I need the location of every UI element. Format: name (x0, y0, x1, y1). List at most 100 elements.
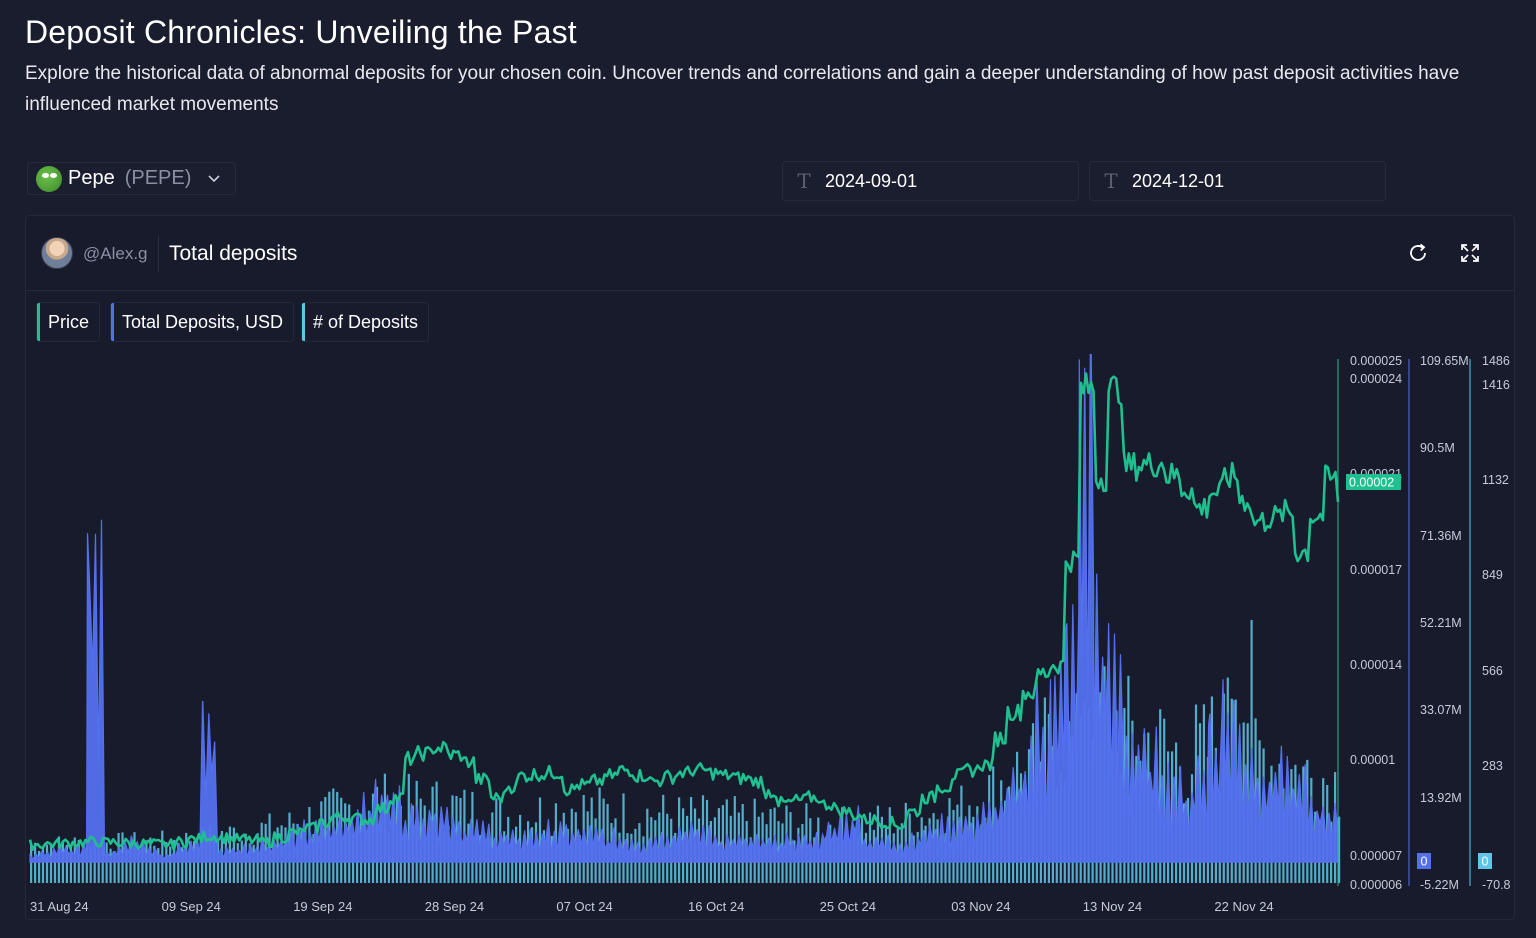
deposit-count-bar (252, 844, 255, 883)
deposit-count-bar (181, 847, 184, 883)
deposits-chart[interactable]: 0.0000250.0000240.0000210.0000170.000014… (26, 354, 1514, 921)
legend-price-swatch (37, 303, 40, 341)
deposit-count-bar (153, 845, 156, 883)
deposit-count-bar (49, 843, 53, 883)
count-axis-tick-label: -70.8 (1482, 878, 1511, 892)
usd-zero-badge (1417, 853, 1431, 869)
price-series-line (28, 372, 1340, 851)
usd-axis-tick-label: 0 (1421, 855, 1428, 869)
deposit-count-bar (646, 808, 649, 883)
deposit-count-bar (45, 844, 49, 883)
x-axis-tick-label: 03 Nov 24 (951, 899, 1010, 914)
count-axis-tick-label: 283 (1482, 759, 1503, 773)
deposit-count-bar (89, 847, 92, 883)
deposit-count-bar (169, 846, 172, 883)
count-axis-tick-label: 1486 (1482, 354, 1510, 368)
deposit-count-bar (177, 843, 180, 883)
usd-axis-tick-label: 52.21M (1420, 616, 1462, 630)
header-divider (158, 236, 159, 272)
deposit-count-bar (717, 808, 720, 883)
chart-panel: @Alex.g Total deposits Price Total Depos… (25, 215, 1515, 920)
chevron-down-icon (205, 170, 223, 188)
deposit-count-bar (538, 797, 542, 883)
page-description: Explore the historical data of abnormal … (25, 63, 1460, 115)
deposit-count-bar (622, 793, 625, 883)
deposit-count-bar (204, 842, 208, 883)
price-axis-tick-label: 0.00001 (1350, 753, 1395, 767)
deposit-count-bar (34, 842, 37, 883)
chart-panel-header: @Alex.g Total deposits (26, 216, 1514, 291)
usd-axis-tick-label: 90.5M (1420, 441, 1455, 455)
chart-title: Total deposits (169, 242, 298, 265)
deposit-count-bar (141, 843, 144, 883)
current-price-label: 0.00002 (1349, 476, 1394, 490)
refresh-icon[interactable] (1403, 238, 1433, 268)
legend-deposit-count-toggle[interactable]: # of Deposits (301, 302, 430, 342)
count-axis-tick-label: 849 (1482, 568, 1503, 582)
author-handle[interactable]: @Alex.g (83, 244, 148, 263)
usd-axis-tick-label: 109.65M (1420, 354, 1469, 368)
coin-ticker: (PEPE) (124, 167, 192, 189)
fullscreen-icon[interactable] (1455, 238, 1485, 268)
legend-total-deposits-label: Total Deposits, USD (122, 311, 284, 332)
deposit-count-bar (113, 851, 116, 883)
pepe-frog-logo (36, 165, 62, 192)
deposit-count-bar (1163, 718, 1166, 883)
deposit-count-bar (733, 796, 736, 883)
end-date-input[interactable]: T 2024-12-01 (1089, 161, 1386, 201)
start-date-value: 2024-09-01 (825, 170, 918, 191)
usd-axis-tick-label: -5.22M (1420, 878, 1459, 892)
deposit-count-bar (125, 849, 128, 883)
legend-deposit-count-swatch (302, 303, 305, 341)
deposit-count-bar (491, 812, 494, 883)
deposit-count-bar (1338, 816, 1341, 883)
count-axis-tick-label: 1132 (1482, 473, 1509, 487)
count-zero-badge (1478, 853, 1492, 869)
deposit-count-bar (81, 851, 84, 883)
count-axis-tick-label: 0 (1482, 855, 1489, 869)
deposit-count-bar (598, 787, 601, 883)
legend-deposit-count-label: # of Deposits (313, 311, 419, 332)
current-price-badge (1346, 474, 1401, 490)
price-axis-tick-label: 0.000006 (1350, 878, 1402, 892)
x-axis-tick-label: 22 Nov 24 (1214, 899, 1273, 914)
x-axis-tick-label: 28 Sep 24 (425, 899, 484, 914)
deposit-count-bar (837, 842, 840, 883)
coin-selector[interactable]: Pepe (PEPE) (27, 162, 237, 195)
deposit-count-bar (741, 804, 744, 883)
total-deposits-usd-series (29, 354, 1339, 863)
usd-axis-tick-label: 71.36M (1420, 529, 1462, 543)
avatar[interactable] (41, 237, 73, 269)
legend-price-toggle[interactable]: Price (36, 302, 101, 342)
deposit-count-bar (753, 798, 756, 883)
count-axis-tick-label: 1416 (1482, 378, 1510, 392)
text-T-icon: T (1104, 169, 1118, 193)
deposit-count-bar (65, 844, 68, 883)
legend-total-deposits-swatch (111, 303, 114, 341)
deposit-count-bar (30, 844, 33, 883)
coin-name: Pepe (68, 167, 115, 189)
price-axis-tick-label: 0.000025 (1350, 354, 1402, 368)
legend-total-deposits-toggle[interactable]: Total Deposits, USD (110, 302, 295, 342)
deposit-count-bar (721, 805, 724, 883)
deposit-count-bar (85, 842, 88, 883)
deposit-count-bar (105, 842, 108, 883)
deposit-count-bar (157, 848, 160, 883)
x-axis-tick-label: 16 Oct 24 (688, 899, 744, 914)
x-axis-tick-label: 25 Oct 24 (820, 899, 876, 914)
text-T-icon: T (797, 169, 811, 193)
x-axis-tick-label: 19 Sep 24 (293, 899, 352, 914)
deposit-count-bar (38, 850, 41, 883)
price-axis-tick-label: 0.000024 (1350, 372, 1402, 386)
x-axis-tick-label: 13 Nov 24 (1083, 899, 1142, 914)
deposit-count-bar (129, 843, 132, 883)
x-axis-tick-label: 31 Aug 24 (30, 899, 89, 914)
deposit-count-bar (248, 843, 251, 883)
end-date-value: 2024-12-01 (1132, 170, 1225, 191)
usd-axis-tick-label: 33.07M (1420, 703, 1462, 717)
x-axis-tick-label: 09 Sep 24 (162, 899, 221, 914)
start-date-input[interactable]: T 2024-09-01 (782, 161, 1079, 201)
legend-price-label: Price (48, 311, 90, 332)
usd-axis-tick-label: 13.92M (1420, 791, 1462, 805)
price-axis-tick-label: 0.000007 (1350, 849, 1402, 863)
